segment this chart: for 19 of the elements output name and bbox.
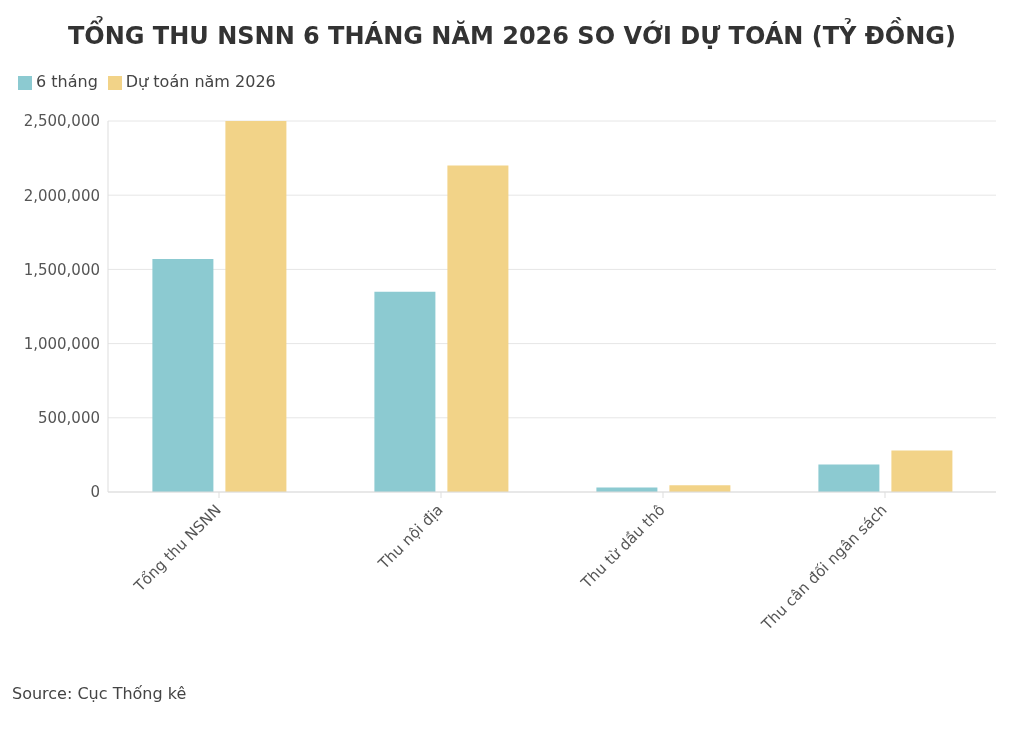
y-tick-label: 1,500,000	[23, 260, 100, 279]
bar	[669, 485, 731, 492]
bar	[891, 450, 953, 492]
chart-title: TỔNG THU NSNN 6 THÁNG NĂM 2026 SO VỚI DỰ TOÁN (TỶ ĐỒNG)	[66, 15, 958, 52]
legend-label: 6 tháng	[36, 72, 98, 91]
bar	[447, 165, 509, 492]
bar	[374, 291, 436, 492]
bar	[152, 259, 214, 492]
y-tick-label: 2,500,000	[23, 112, 100, 131]
y-tick-label: 1,000,000	[23, 334, 100, 353]
bar	[225, 121, 287, 492]
bar	[818, 464, 880, 492]
y-tick-label: 0	[90, 483, 100, 502]
x-tick-label: Thu từ dầu thô	[576, 500, 669, 593]
y-tick-label: 2,000,000	[23, 186, 100, 205]
source-note: Source: Cục Thống kê	[12, 684, 188, 703]
x-tick-label: Thu nội địa	[374, 500, 447, 574]
y-tick-label: 500,000	[37, 409, 100, 428]
legend-label: Dự toán năm 2026	[125, 72, 276, 91]
